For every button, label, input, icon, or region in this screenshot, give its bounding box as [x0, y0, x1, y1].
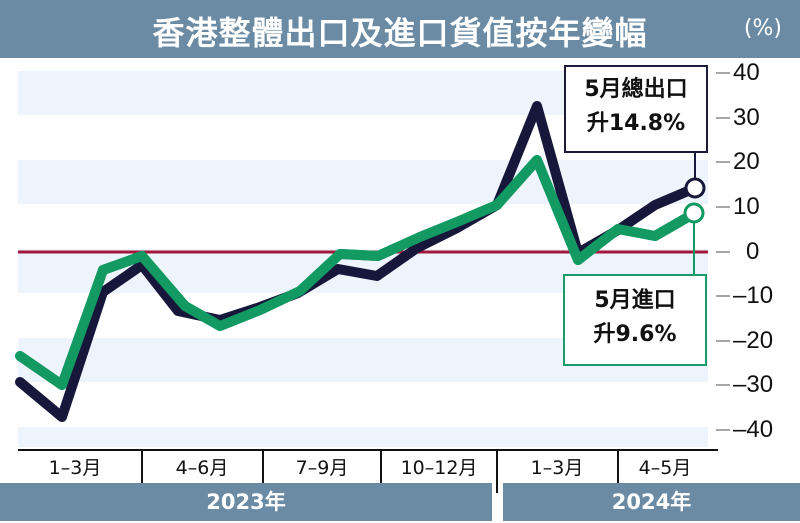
y-tick-label: 20	[733, 148, 760, 175]
y-tick-labels: 40 30 20 10 0 –10 –20 –30 –40	[733, 59, 773, 443]
exports-annotation-line2: 升14.8%	[586, 111, 686, 136]
imports-line-overlay	[15, 155, 693, 390]
x-period-label: 4–6月	[176, 457, 229, 479]
year-label-2023: 2023年	[0, 483, 492, 521]
chart-title: 香港整體出口及進口貨值按年變幅	[152, 14, 648, 52]
title-bar: 香港整體出口及進口貨值按年變幅 (%)	[0, 0, 800, 58]
x-axis-dividers	[141, 450, 619, 493]
exports-endpoint-marker	[684, 177, 706, 199]
exports-annotation-line1: 5月總出口	[584, 77, 688, 102]
x-period-label: 7–9月	[296, 457, 349, 479]
y-tick-label: 10	[733, 193, 760, 220]
x-period-label: 10–12月	[401, 457, 478, 479]
y-tick-label: 30	[733, 104, 760, 131]
y-tick-label: 40	[733, 59, 760, 86]
x-period-label: 1–3月	[49, 457, 102, 479]
exports-annotation: 5月總出口 升14.8%	[564, 65, 708, 153]
imports-annotation: 5月進口 升9.6%	[563, 274, 707, 366]
imports-annotation-line2: 升9.6%	[593, 322, 677, 347]
year-label-2024: 2024年	[503, 483, 800, 521]
y-axis	[716, 72, 730, 431]
y-tick-label: 0	[746, 238, 759, 265]
imports-annotation-line1: 5月進口	[594, 288, 676, 313]
y-tick-label: –20	[733, 327, 773, 354]
y-tick-label: –30	[733, 371, 773, 398]
x-tick-labels: 1–3月 4–6月 7–9月 10–12月 1–3月 4–5月	[49, 457, 692, 479]
y-tick-label: –10	[733, 282, 773, 309]
unit-label: (%)	[743, 16, 782, 41]
y-tick-label: –40	[733, 416, 773, 443]
imports-endpoint-marker	[683, 202, 705, 224]
x-period-label: 1–3月	[531, 457, 584, 479]
x-period-label: 4–5月	[639, 457, 692, 479]
